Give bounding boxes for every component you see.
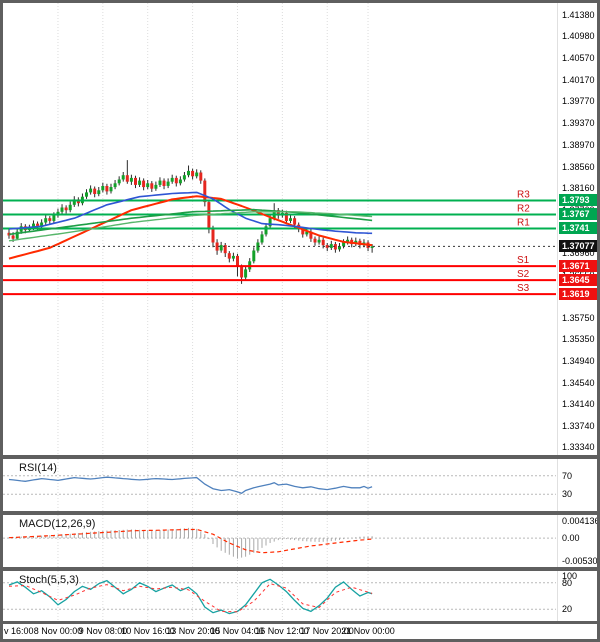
macd-label: MACD(12,26,9)	[19, 518, 96, 530]
macd-axis-label: 0.004136	[562, 516, 600, 526]
macd-axis-label: -0.005308	[562, 556, 600, 566]
rsi-label: RSI(14)	[19, 462, 57, 474]
price-axis-label: 1.33340	[562, 442, 595, 452]
level-label-S1: S1	[517, 255, 530, 266]
price-axis-label: 1.40170	[562, 75, 595, 85]
resistance-badge-R3: 1.3793	[559, 194, 597, 206]
time-axis-label: 17 Nov 20:00	[300, 626, 354, 636]
price-axis-label: 1.41380	[562, 10, 595, 20]
level-label-R2: R2	[517, 204, 530, 215]
stoch-label: Stoch(5,5,3)	[19, 574, 79, 586]
rsi-axis-label: 70	[562, 471, 573, 481]
price-axis-label: 1.39370	[562, 118, 595, 128]
level-label-S2: S2	[517, 269, 530, 280]
macd-histogram	[8, 527, 373, 559]
price-axis-label: 1.40980	[562, 31, 595, 41]
stoch-axis-label: 20	[562, 604, 573, 614]
price-axis-label: 1.34940	[562, 356, 595, 366]
price-axis-label: 1.36960	[562, 248, 595, 258]
stoch-axis-label: 100	[562, 571, 578, 581]
time-axis-label: 13 Nov 20:00	[166, 626, 220, 636]
time-axis-label: 16 Nov 12:00	[255, 626, 309, 636]
time-axis: v 16:00 8 Nov 00:00 9 Nov 08:00 10 Nov 16:0…	[3, 624, 597, 639]
price-axis-label: 1.33740	[562, 421, 595, 431]
price-axis-label: 1.38970	[562, 140, 595, 150]
rsi-chart-canvas[interactable]	[3, 459, 556, 511]
ma-green-fast-line	[8, 211, 373, 242]
time-axis-label: 8 Nov 00:00	[33, 626, 83, 636]
panel-separator	[3, 455, 597, 459]
price-axis-label: 1.38160	[562, 183, 595, 193]
price-chart-canvas[interactable]: R3 R2 R1 S1 S2 S3	[3, 3, 556, 455]
macd-axis: 0.004136 0.00 -0.005308	[557, 515, 600, 567]
macd-axis-label: 0.00	[562, 533, 580, 543]
level-label-R1: R1	[517, 218, 530, 229]
price-axis-label: 1.34540	[562, 378, 595, 388]
price-axis: 1.41380 1.40980 1.40570 1.40170 1.39770 1.393…	[557, 3, 597, 455]
gridlines	[57, 459, 369, 511]
ma-blue-line	[8, 191, 373, 235]
rsi-axis-label: 30	[562, 489, 573, 499]
time-axis-label: 9 Nov 08:00	[78, 626, 128, 636]
stoch-axis: 100 80 20	[557, 571, 597, 621]
support-badge-S2: 1.3645	[559, 274, 597, 286]
level-label-S3: S3	[517, 283, 530, 294]
price-axis-label: 1.34140	[562, 399, 595, 409]
panel-separator	[3, 567, 597, 571]
panel-separator	[3, 511, 597, 515]
time-axis-label: 15 Nov 04:00	[210, 626, 264, 636]
rsi-line	[8, 476, 373, 495]
rsi-panel: RSI(14) 70 30	[3, 459, 597, 511]
rsi-axis: 70 30	[557, 459, 597, 511]
panel-separator	[3, 621, 597, 624]
price-axis-label: 1.35350	[562, 334, 595, 344]
stoch-k-line	[8, 578, 373, 615]
stoch-panel: Stoch(5,5,3) 100 80 20	[3, 571, 597, 621]
support-badge-S1: 1.3671	[559, 260, 597, 272]
price-panel: R3 R2 R1 S1 S2 S3 1.41380 1.40980 1.40570 1.4017…	[3, 3, 597, 455]
time-axis-label: 21 Nov 00:00	[341, 626, 395, 636]
price-axis-label: 1.35750	[562, 313, 595, 323]
price-axis-label: 1.39770	[562, 96, 595, 106]
price-axis-label: 1.40570	[562, 53, 595, 63]
time-axis-label: 10 Nov 16:00	[121, 626, 175, 636]
macd-panel: MACD(12,26,9) 0.004136 0.00 -0.005308	[3, 515, 597, 567]
stoch-chart-canvas[interactable]	[3, 571, 556, 621]
macd-signal-line	[8, 528, 373, 554]
price-axis-label: 1.38560	[562, 162, 595, 172]
gridlines	[57, 571, 369, 621]
support-badge-S3: 1.3619	[559, 288, 597, 300]
macd-chart-canvas[interactable]	[3, 515, 556, 567]
resistance-badge-R2: 1.3767	[559, 208, 597, 220]
current-price-badge: 1.37077	[559, 240, 597, 252]
resistance-badge-R1: 1.3741	[559, 222, 597, 234]
stoch-d-line	[8, 583, 373, 613]
level-label-R3: R3	[517, 190, 530, 201]
ma-red-line	[8, 195, 373, 260]
ma-green-slow-line	[8, 208, 373, 236]
time-axis-label: v 16:00	[4, 626, 34, 636]
stoch-axis-label: 80	[562, 578, 573, 588]
